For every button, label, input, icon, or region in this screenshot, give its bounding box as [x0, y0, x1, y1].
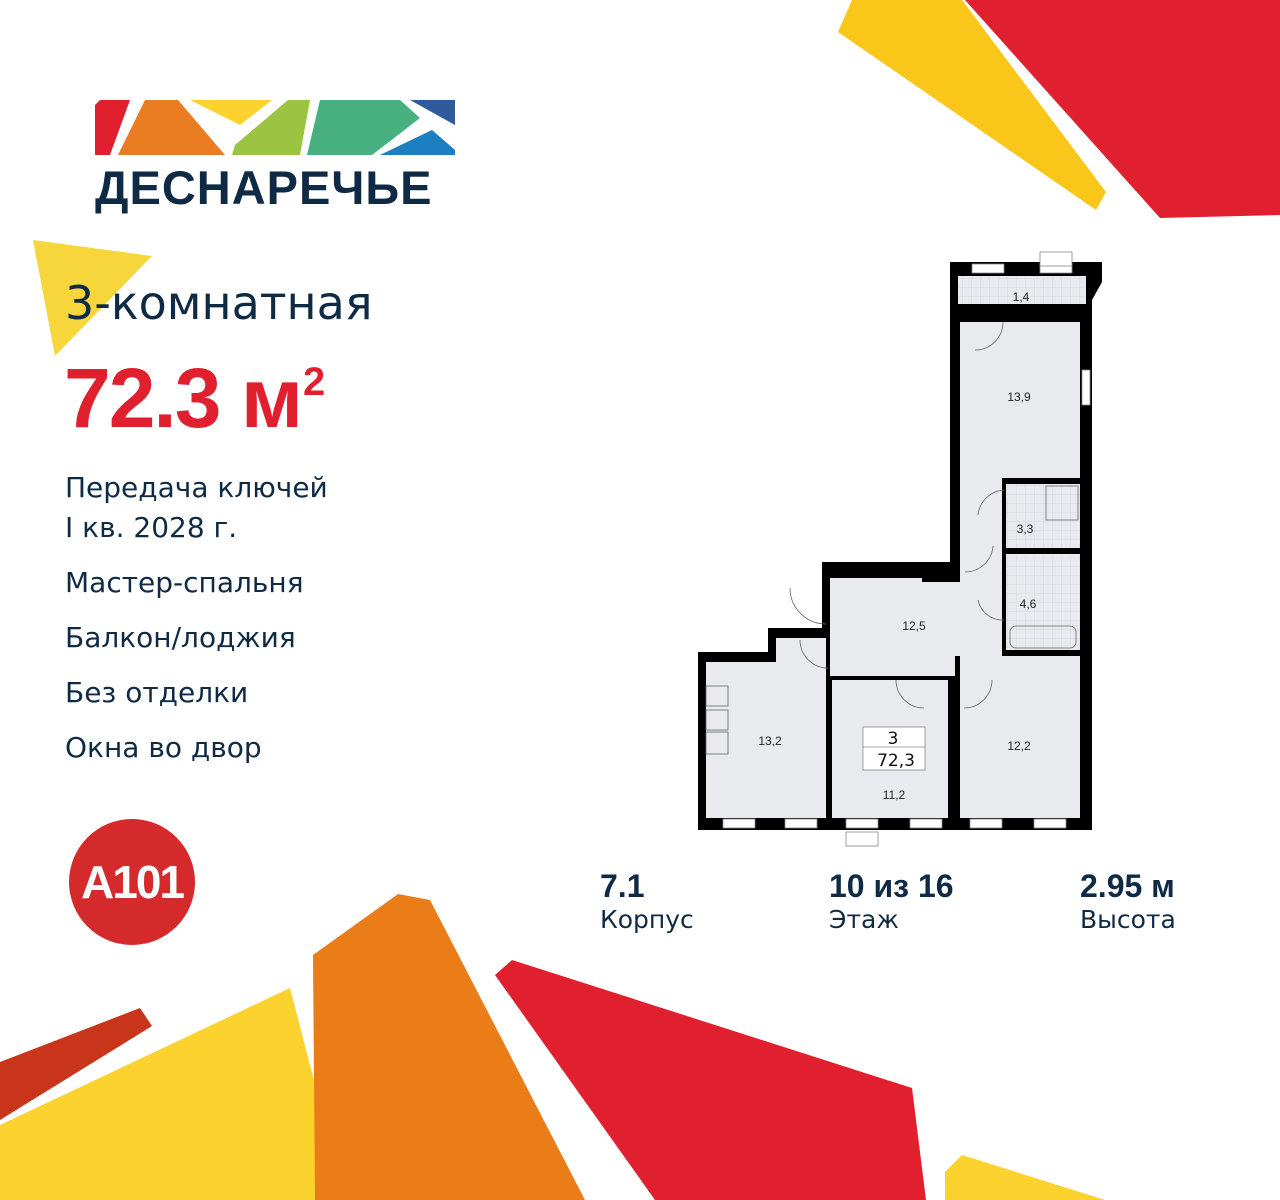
stat-height: 2.95 м Высота — [1080, 868, 1176, 934]
stat-building-label: Корпус — [600, 905, 694, 934]
room-bath2 — [1006, 554, 1080, 650]
deco-yellow-top — [838, 0, 1106, 210]
label-hall: 12,5 — [902, 619, 926, 633]
label-bedroom-right: 12,2 — [1007, 739, 1031, 753]
feature-finish: Без отделки — [65, 676, 249, 709]
stat-height-value: 2.95 м — [1080, 868, 1175, 904]
stat-height-label: Высота — [1080, 905, 1176, 934]
label-kitchen: 13,2 — [758, 734, 782, 748]
deco-yellow-bottom — [0, 988, 345, 1200]
label-balcony: 1,4 — [1013, 290, 1030, 304]
corridor — [960, 476, 1002, 576]
area-number: 72.3 м — [64, 351, 303, 445]
brand-logo-mark — [95, 100, 455, 155]
feature-keys-date: I кв. 2028 г. — [65, 511, 238, 544]
deco-red-bottom — [495, 960, 926, 1200]
room-bath1 — [1006, 484, 1080, 548]
deco-orange-bottom — [313, 894, 585, 1200]
feature-master: Мастер-спальня — [65, 566, 304, 599]
feature-balcony: Балкон/лоджия — [65, 621, 296, 654]
stat-building-value: 7.1 — [600, 868, 645, 904]
stat-floor-value: 10 из 16 — [829, 868, 954, 904]
badge-rooms: 3 — [888, 729, 899, 749]
floor-plan: 1,4 13,9 3,3 4,6 12,5 13,2 11,2 12,2 3 7… — [698, 251, 1102, 847]
badge-area: 72,3 — [877, 751, 915, 771]
feature-windows: Окна во двор — [65, 731, 262, 764]
brand-name: ДЕСНАРЕЧЬЕ — [95, 161, 433, 214]
stat-building: 7.1 Корпус — [600, 868, 694, 934]
room-hall — [830, 572, 1002, 676]
room-bedroom-right — [960, 656, 1080, 818]
deco-red-top — [965, 0, 1280, 218]
feature-keys: Передача ключей — [65, 471, 328, 504]
deco-yellow-small — [33, 240, 152, 356]
deco-yellow-corner — [945, 1155, 1105, 1200]
rooms-label: 3-комнатная — [65, 276, 373, 330]
label-bedroom-top: 13,9 — [1007, 390, 1031, 404]
area-unit-sup: 2 — [302, 360, 325, 404]
stat-floor: 10 из 16 Этаж — [829, 868, 954, 934]
developer-logo: A101 — [69, 819, 195, 945]
area-value: 72.3 м2 — [64, 350, 325, 447]
stat-floor-label: Этаж — [829, 905, 899, 934]
label-bath2: 4,6 — [1020, 597, 1037, 611]
label-bath1: 3,3 — [1017, 522, 1034, 536]
deco-darkred-bottom — [0, 1008, 152, 1120]
room-bedroom-top — [960, 322, 1080, 478]
room-kitchen — [706, 638, 826, 818]
label-bedroom-mid: 11,2 — [883, 788, 906, 802]
room-balcony — [958, 276, 1086, 304]
